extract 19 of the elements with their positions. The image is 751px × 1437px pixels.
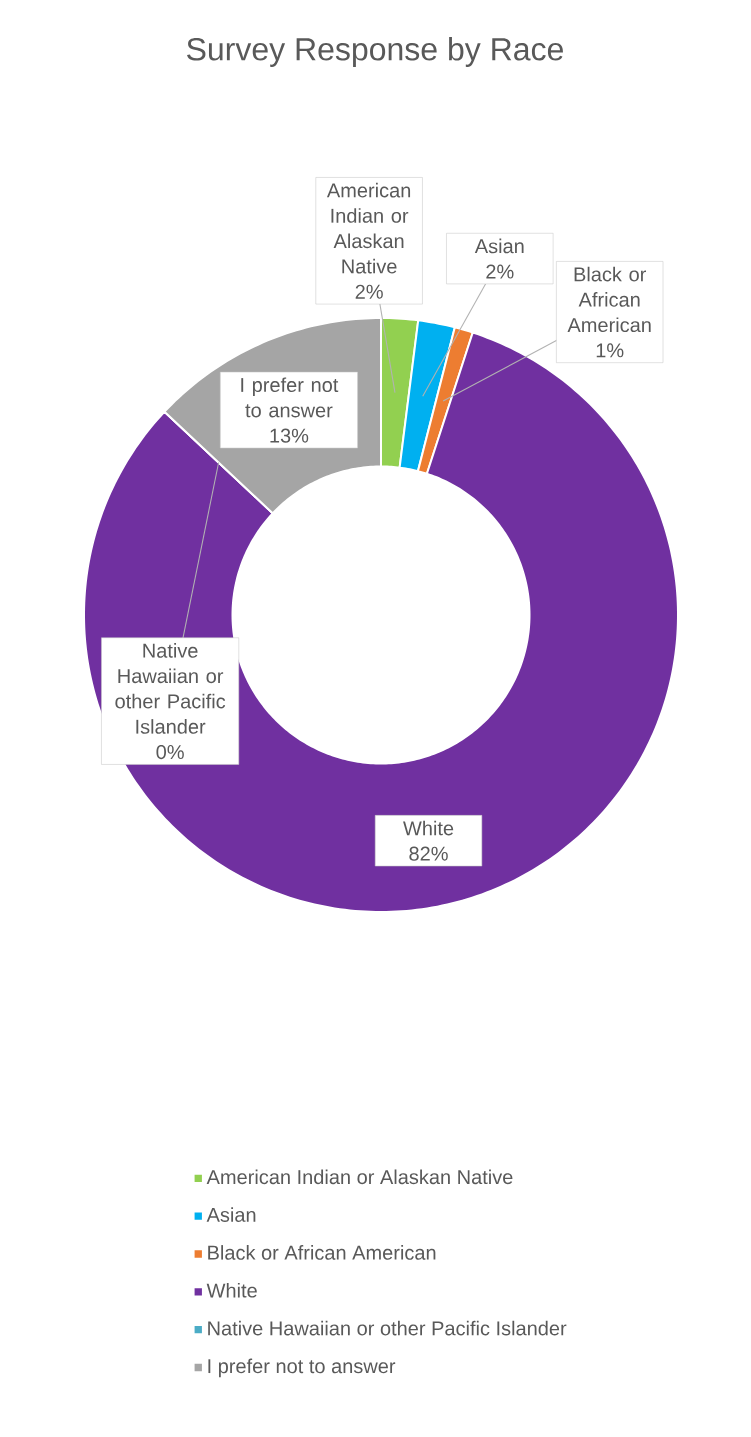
legend-label: Asian xyxy=(206,1207,256,1222)
legend-label: Black or African American xyxy=(208,1245,436,1260)
legend-label: I prefer not to answer xyxy=(208,1358,396,1378)
slice-label: Black or African American xyxy=(567,266,651,333)
legend-label: Native Hawaiian or other Pacific Islander xyxy=(208,1320,567,1336)
data-label: 1% xyxy=(596,343,624,358)
category-label: Native Hawaiian or other Pacific Islander xyxy=(115,643,226,734)
chart-title: Survey Response by Race xyxy=(187,37,563,67)
slice-label: Asian xyxy=(474,238,524,254)
data-label: 2% xyxy=(486,264,514,279)
data-label: 2% xyxy=(355,284,383,299)
data-label: 82% xyxy=(409,846,448,861)
slice-label: White xyxy=(403,820,454,836)
legend-label: American Indian or Alaskan Native xyxy=(206,1169,513,1185)
slice-label: American Indian or Alaskan Native xyxy=(326,182,411,274)
slice-label: I prefer not to answer xyxy=(241,377,339,418)
text: 0% xyxy=(156,744,184,760)
data-label: 13% xyxy=(270,428,309,443)
legend-label: White xyxy=(206,1282,257,1298)
